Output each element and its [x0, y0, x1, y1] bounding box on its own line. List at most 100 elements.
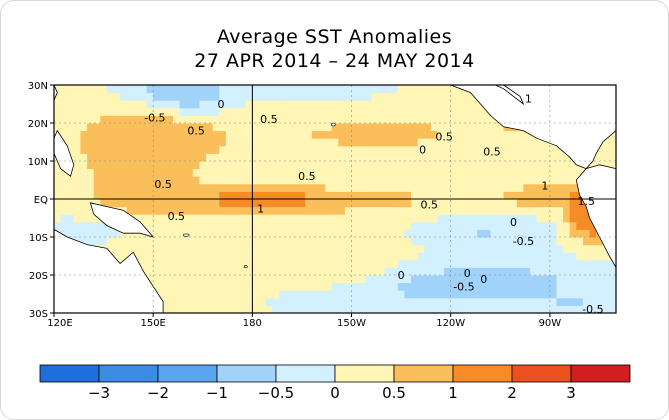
sst-cell — [463, 290, 472, 299]
sst-cell — [444, 199, 452, 208]
sst-cell — [325, 100, 333, 109]
sst-cell — [206, 145, 214, 154]
sst-cell — [106, 100, 114, 109]
sst-cell — [225, 237, 234, 246]
sst-cell — [430, 290, 438, 299]
sst-cell — [292, 214, 300, 223]
sst-cell — [285, 138, 293, 147]
sst-cell — [582, 229, 591, 238]
sst-cell — [285, 267, 293, 276]
sst-cell — [272, 161, 280, 170]
sst-cell — [510, 176, 518, 185]
sst-cell — [364, 267, 372, 276]
sst-cell — [523, 237, 531, 246]
sst-cell — [245, 259, 253, 268]
sst-cell — [120, 183, 128, 192]
sst-cell — [417, 115, 425, 124]
sst-cell — [87, 153, 95, 162]
sst-cell — [186, 145, 194, 154]
sst-cell — [298, 229, 306, 238]
sst-cell — [490, 168, 498, 177]
sst-cell — [298, 168, 306, 177]
sst-cell — [153, 267, 161, 276]
sst-cell — [450, 259, 458, 268]
sst-cell — [430, 267, 438, 276]
sst-cell — [80, 199, 88, 208]
sst-cell — [417, 138, 425, 147]
sst-cell — [397, 244, 405, 253]
sst-cell — [344, 145, 353, 154]
sst-cell — [377, 130, 386, 139]
sst-cell — [510, 297, 518, 306]
sst-cell — [411, 214, 419, 223]
sst-cell — [444, 221, 452, 230]
sst-cell — [159, 214, 167, 223]
sst-cell — [232, 176, 240, 185]
sst-cell — [589, 305, 597, 313]
sst-cell — [120, 115, 128, 124]
sst-cell — [358, 123, 366, 132]
sst-cell — [397, 123, 405, 132]
sst-cell — [258, 92, 267, 101]
sst-cell — [530, 161, 538, 170]
sst-cell — [285, 92, 293, 101]
sst-cell — [424, 138, 432, 147]
sst-cell — [510, 237, 518, 246]
sst-cell — [285, 244, 293, 253]
sst-cell — [252, 145, 260, 154]
sst-cell — [192, 199, 200, 208]
sst-cell — [225, 221, 234, 230]
sst-cell — [232, 161, 240, 170]
sst-cell — [60, 107, 68, 116]
sst-cell — [325, 221, 333, 230]
sst-cell — [437, 297, 445, 306]
sst-cell — [73, 92, 81, 101]
sst-cell — [331, 237, 339, 246]
sst-cell — [298, 297, 306, 306]
sst-cell — [609, 145, 616, 154]
sst-cell — [292, 297, 300, 306]
sst-cell — [477, 282, 485, 291]
sst-cell — [272, 244, 280, 253]
sst-cell — [496, 305, 505, 313]
sst-cell — [212, 85, 220, 94]
sst-cell — [325, 229, 333, 238]
sst-cell — [60, 115, 68, 124]
sst-cell — [338, 168, 346, 177]
sst-cell — [470, 153, 478, 162]
sst-cell — [470, 221, 478, 230]
sst-cell — [93, 130, 101, 139]
contour-label: 0.5 — [168, 210, 186, 223]
sst-cell — [120, 191, 128, 200]
sst-cell — [338, 214, 346, 223]
sst-cell — [351, 206, 359, 215]
sst-cell — [298, 145, 306, 154]
sst-cell — [589, 244, 597, 253]
sst-cell — [411, 199, 419, 208]
sst-cell — [153, 123, 161, 132]
sst-cell — [516, 297, 524, 306]
sst-cell — [325, 297, 333, 306]
sst-cell — [173, 267, 181, 276]
sst-cell — [470, 282, 478, 291]
sst-cell — [582, 214, 591, 223]
sst-cell — [364, 191, 372, 200]
sst-cell — [549, 145, 557, 154]
sst-cell — [477, 290, 485, 299]
sst-cell — [206, 214, 214, 223]
sst-cell — [470, 305, 478, 313]
sst-cell — [311, 297, 319, 306]
sst-cell — [543, 229, 551, 238]
sst-cell — [384, 259, 392, 268]
sst-cell — [153, 183, 161, 192]
sst-cell — [146, 115, 154, 124]
sst-cell — [252, 199, 260, 208]
sst-cell — [483, 259, 491, 268]
sst-cell — [569, 267, 577, 276]
sst-cell — [232, 199, 240, 208]
sst-cell — [503, 130, 511, 139]
sst-cell — [351, 282, 359, 291]
sst-cell — [596, 237, 604, 246]
sst-cell — [318, 252, 326, 261]
sst-cell — [510, 229, 518, 238]
